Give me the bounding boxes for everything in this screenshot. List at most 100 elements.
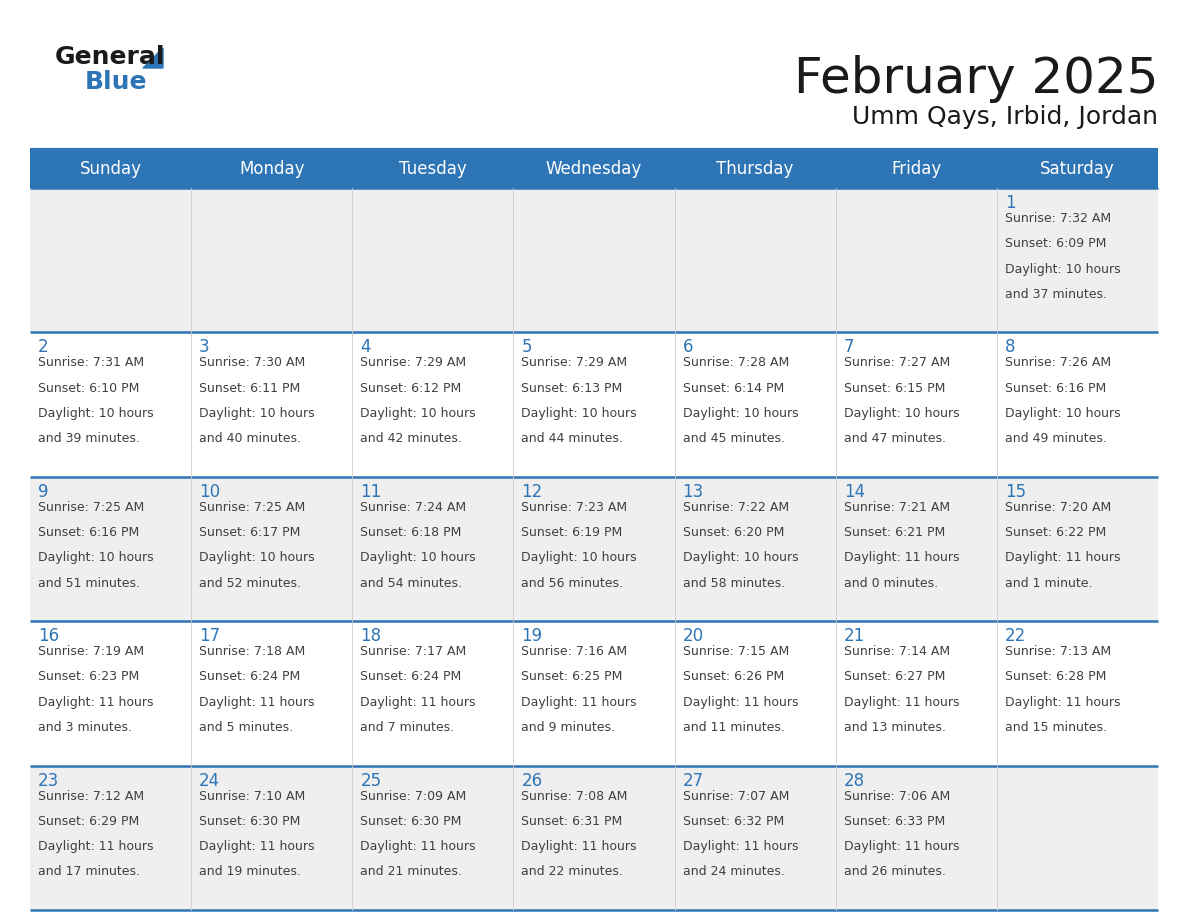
Text: and 54 minutes.: and 54 minutes. [360, 577, 462, 589]
Text: Daylight: 11 hours: Daylight: 11 hours [1005, 552, 1120, 565]
Text: General: General [55, 45, 165, 69]
Text: and 22 minutes.: and 22 minutes. [522, 866, 624, 879]
Text: 6: 6 [683, 339, 693, 356]
Text: and 11 minutes.: and 11 minutes. [683, 721, 784, 734]
Polygon shape [143, 48, 163, 68]
Text: Daylight: 10 hours: Daylight: 10 hours [200, 552, 315, 565]
Text: 9: 9 [38, 483, 49, 501]
Text: and 58 minutes.: and 58 minutes. [683, 577, 785, 589]
Text: Sunset: 6:16 PM: Sunset: 6:16 PM [38, 526, 139, 539]
Text: 21: 21 [843, 627, 865, 645]
Text: Sunset: 6:31 PM: Sunset: 6:31 PM [522, 815, 623, 828]
Text: 12: 12 [522, 483, 543, 501]
Text: Sunset: 6:20 PM: Sunset: 6:20 PM [683, 526, 784, 539]
Text: Daylight: 11 hours: Daylight: 11 hours [843, 696, 959, 709]
Text: Sunrise: 7:06 AM: Sunrise: 7:06 AM [843, 789, 950, 802]
Bar [191, 150, 353, 188]
Text: and 44 minutes.: and 44 minutes. [522, 432, 624, 445]
Text: 15: 15 [1005, 483, 1026, 501]
Text: and 5 minutes.: and 5 minutes. [200, 721, 293, 734]
Text: Sunrise: 7:19 AM: Sunrise: 7:19 AM [38, 645, 144, 658]
Text: Sunset: 6:24 PM: Sunset: 6:24 PM [360, 670, 461, 684]
Text: 2: 2 [38, 339, 49, 356]
Text: and 19 minutes.: and 19 minutes. [200, 866, 301, 879]
Text: and 13 minutes.: and 13 minutes. [843, 721, 946, 734]
Text: 4: 4 [360, 339, 371, 356]
Bar [30, 476, 1158, 621]
Text: 25: 25 [360, 772, 381, 789]
Text: Sunset: 6:14 PM: Sunset: 6:14 PM [683, 382, 784, 395]
Text: 23: 23 [38, 772, 59, 789]
Text: and 9 minutes.: and 9 minutes. [522, 721, 615, 734]
Text: Sunrise: 7:20 AM: Sunrise: 7:20 AM [1005, 501, 1111, 514]
Text: Sunrise: 7:10 AM: Sunrise: 7:10 AM [200, 789, 305, 802]
Text: Sunrise: 7:29 AM: Sunrise: 7:29 AM [522, 356, 627, 369]
Text: Sunset: 6:29 PM: Sunset: 6:29 PM [38, 815, 139, 828]
Text: Sunrise: 7:27 AM: Sunrise: 7:27 AM [843, 356, 950, 369]
Text: 24: 24 [200, 772, 220, 789]
Bar [30, 332, 1158, 476]
Text: Sunset: 6:11 PM: Sunset: 6:11 PM [200, 382, 301, 395]
Text: 27: 27 [683, 772, 703, 789]
Text: Daylight: 10 hours: Daylight: 10 hours [522, 407, 637, 420]
Text: Sunrise: 7:14 AM: Sunrise: 7:14 AM [843, 645, 950, 658]
Text: and 37 minutes.: and 37 minutes. [1005, 288, 1107, 301]
Text: Daylight: 11 hours: Daylight: 11 hours [522, 696, 637, 709]
Text: Daylight: 11 hours: Daylight: 11 hours [1005, 696, 1120, 709]
Text: 8: 8 [1005, 339, 1016, 356]
Text: Sunrise: 7:15 AM: Sunrise: 7:15 AM [683, 645, 789, 658]
Text: Sunrise: 7:25 AM: Sunrise: 7:25 AM [200, 501, 305, 514]
Text: and 49 minutes.: and 49 minutes. [1005, 432, 1107, 445]
Text: Daylight: 11 hours: Daylight: 11 hours [683, 696, 798, 709]
Text: Daylight: 10 hours: Daylight: 10 hours [200, 407, 315, 420]
Text: Daylight: 10 hours: Daylight: 10 hours [360, 552, 476, 565]
Text: and 3 minutes.: and 3 minutes. [38, 721, 132, 734]
Text: Sunrise: 7:13 AM: Sunrise: 7:13 AM [1005, 645, 1111, 658]
Text: Daylight: 11 hours: Daylight: 11 hours [683, 840, 798, 853]
Text: Sunrise: 7:31 AM: Sunrise: 7:31 AM [38, 356, 144, 369]
Bar [513, 150, 675, 188]
Text: Daylight: 11 hours: Daylight: 11 hours [38, 840, 153, 853]
Text: Daylight: 11 hours: Daylight: 11 hours [843, 552, 959, 565]
Text: 7: 7 [843, 339, 854, 356]
Text: Sunday: Sunday [80, 160, 141, 178]
Text: Sunset: 6:33 PM: Sunset: 6:33 PM [843, 815, 944, 828]
Text: Daylight: 11 hours: Daylight: 11 hours [843, 840, 959, 853]
Text: February 2025: February 2025 [794, 55, 1158, 103]
Text: Wednesday: Wednesday [545, 160, 643, 178]
Text: Sunrise: 7:08 AM: Sunrise: 7:08 AM [522, 789, 627, 802]
Text: and 1 minute.: and 1 minute. [1005, 577, 1092, 589]
Text: Sunrise: 7:22 AM: Sunrise: 7:22 AM [683, 501, 789, 514]
Text: and 40 minutes.: and 40 minutes. [200, 432, 301, 445]
Text: Sunset: 6:26 PM: Sunset: 6:26 PM [683, 670, 784, 684]
Text: and 45 minutes.: and 45 minutes. [683, 432, 784, 445]
Text: and 52 minutes.: and 52 minutes. [200, 577, 301, 589]
Text: Sunset: 6:27 PM: Sunset: 6:27 PM [843, 670, 946, 684]
Text: Thursday: Thursday [716, 160, 794, 178]
Text: and 42 minutes.: and 42 minutes. [360, 432, 462, 445]
Text: Daylight: 10 hours: Daylight: 10 hours [683, 552, 798, 565]
Text: Sunset: 6:30 PM: Sunset: 6:30 PM [200, 815, 301, 828]
Text: Sunset: 6:22 PM: Sunset: 6:22 PM [1005, 526, 1106, 539]
Bar [30, 188, 1158, 332]
Text: Sunrise: 7:23 AM: Sunrise: 7:23 AM [522, 501, 627, 514]
Text: Daylight: 11 hours: Daylight: 11 hours [522, 840, 637, 853]
Bar [835, 150, 997, 188]
Text: Sunset: 6:24 PM: Sunset: 6:24 PM [200, 670, 301, 684]
Text: 1: 1 [1005, 194, 1016, 212]
Text: Sunrise: 7:16 AM: Sunrise: 7:16 AM [522, 645, 627, 658]
Text: and 39 minutes.: and 39 minutes. [38, 432, 140, 445]
Text: Daylight: 10 hours: Daylight: 10 hours [1005, 263, 1120, 275]
Text: Sunset: 6:12 PM: Sunset: 6:12 PM [360, 382, 461, 395]
Text: Daylight: 10 hours: Daylight: 10 hours [1005, 407, 1120, 420]
Text: Sunrise: 7:07 AM: Sunrise: 7:07 AM [683, 789, 789, 802]
Text: 11: 11 [360, 483, 381, 501]
Text: Sunrise: 7:18 AM: Sunrise: 7:18 AM [200, 645, 305, 658]
Text: and 15 minutes.: and 15 minutes. [1005, 721, 1107, 734]
Text: Sunrise: 7:29 AM: Sunrise: 7:29 AM [360, 356, 467, 369]
Text: Sunset: 6:09 PM: Sunset: 6:09 PM [1005, 237, 1106, 251]
Text: Blue: Blue [86, 70, 147, 94]
Text: Daylight: 11 hours: Daylight: 11 hours [200, 696, 315, 709]
Text: Sunset: 6:19 PM: Sunset: 6:19 PM [522, 526, 623, 539]
Text: Sunrise: 7:12 AM: Sunrise: 7:12 AM [38, 789, 144, 802]
